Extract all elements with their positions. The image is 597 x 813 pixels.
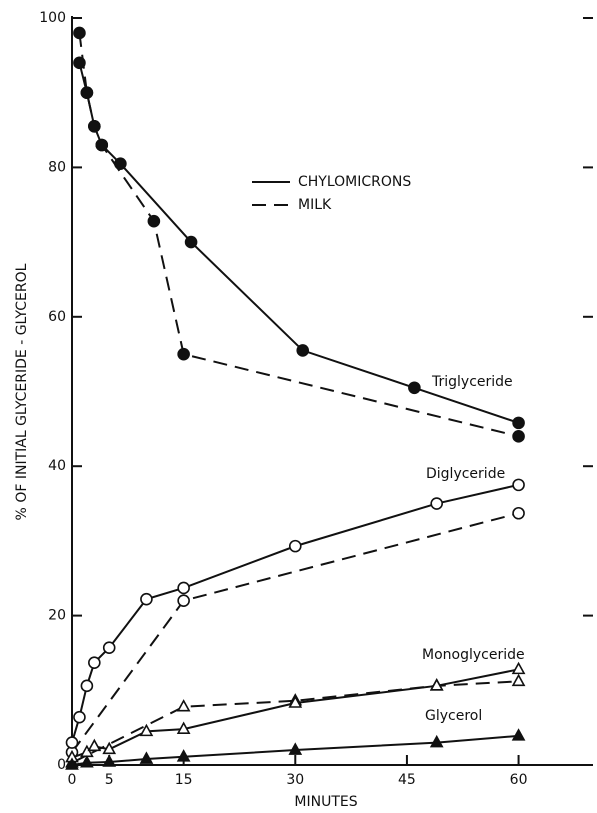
x-tick-label: 5 [105, 772, 114, 788]
data-point [296, 344, 310, 357]
data-point [288, 695, 303, 708]
y-axis-label: % OF INITIAL GLYCERIDE - GLYCEROL [14, 263, 30, 520]
series-line [71, 483, 519, 743]
y-tick-label: 60 [48, 309, 66, 325]
data-point [87, 738, 102, 752]
data-point [408, 381, 421, 395]
data-point [512, 478, 525, 492]
data-point [184, 235, 198, 249]
data-point [177, 347, 190, 361]
data-point [429, 734, 444, 748]
data-point [176, 749, 191, 762]
x-tick-label: 30 [286, 772, 304, 788]
series-label: Diglyceride [426, 466, 505, 482]
data-point [147, 214, 161, 228]
data-point [511, 661, 526, 675]
series-label: Triglyceride [431, 374, 513, 390]
y-tick-label: 80 [48, 159, 66, 175]
series-line [78, 62, 519, 424]
data-point [177, 594, 190, 607]
x-tick-label: 60 [510, 772, 528, 788]
data-point [176, 699, 191, 712]
data-point [139, 723, 154, 737]
data-point [177, 581, 190, 595]
data-point [430, 497, 444, 510]
data-point [80, 679, 94, 693]
data-point [80, 86, 94, 99]
series-label: Monoglyceride [422, 647, 525, 663]
data-point [88, 656, 101, 669]
y-tick-label: 0 [57, 757, 66, 773]
data-point [511, 673, 526, 687]
data-point [73, 56, 86, 70]
data-point [73, 26, 86, 40]
data-point [288, 742, 303, 755]
data-point [512, 430, 525, 443]
legend-label: CHYLOMICRONS [298, 174, 411, 190]
data-point [140, 592, 153, 606]
data-point [288, 539, 302, 553]
legend-label: MILK [298, 197, 332, 213]
data-point [512, 416, 525, 430]
data-point [95, 138, 109, 152]
data-point [88, 120, 101, 133]
x-tick-label: 45 [398, 772, 416, 788]
data-point [102, 741, 117, 755]
data-point [429, 678, 444, 691]
data-point [80, 755, 94, 768]
data-point [65, 757, 79, 770]
data-point [512, 506, 525, 520]
data-point [139, 751, 154, 764]
series-label: Glycerol [425, 708, 482, 724]
x-axis-label: MINUTES [294, 794, 357, 810]
data-point [102, 641, 116, 655]
x-tick-label: 15 [175, 772, 193, 788]
data-point [176, 721, 191, 734]
data-point [73, 710, 86, 724]
y-tick-label: 20 [48, 608, 66, 624]
x-tick-label: 0 [68, 772, 77, 788]
data-point [65, 736, 79, 749]
series-line [71, 680, 519, 764]
data-point [102, 754, 117, 767]
data-point [511, 728, 526, 741]
y-tick-label: 100 [39, 10, 66, 26]
data-point [114, 157, 127, 170]
y-tick-label: 40 [48, 458, 66, 474]
